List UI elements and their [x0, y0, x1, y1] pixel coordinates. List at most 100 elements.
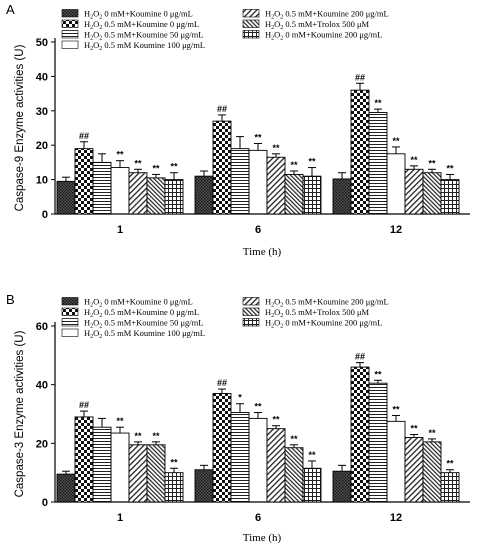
significance-mark: ** [410, 155, 418, 165]
bar [266, 156, 286, 215]
bar [302, 175, 322, 215]
y-tick-label: 0 [42, 209, 48, 221]
bar [422, 172, 442, 215]
bar [128, 444, 148, 503]
bar [248, 417, 268, 503]
bar [284, 447, 304, 503]
legend-label: H2O2 0.5 mM+Trolox 500 μM [265, 307, 370, 319]
significance-mark: ## [355, 72, 365, 82]
significance-mark: ** [290, 160, 298, 170]
significance-mark: ## [355, 352, 365, 362]
x-tick-label: 12 [390, 512, 402, 524]
significance-mark: ** [152, 431, 160, 441]
bar [110, 432, 130, 503]
bar [194, 469, 214, 503]
legend-label: H2O2 0.5 mM+Koumine 200 μg/mL [265, 9, 389, 21]
bar [164, 179, 184, 215]
bar [212, 393, 232, 503]
bar [230, 148, 250, 215]
significance-mark: ## [79, 131, 89, 141]
bar [92, 161, 112, 215]
x-tick-label: 12 [390, 224, 402, 236]
bar [332, 178, 352, 215]
significance-mark: ## [79, 400, 89, 410]
legend-swatch [61, 19, 79, 28]
x-tick-label: 1 [117, 224, 123, 236]
legend-swatch [61, 30, 79, 39]
bar [440, 179, 460, 215]
bar [230, 412, 250, 503]
bar [302, 467, 322, 503]
bar [92, 426, 112, 503]
legend-label: H2O2 0.5 mM+Koumine 200 μg/mL [265, 297, 389, 309]
significance-mark: ** [254, 132, 262, 142]
significance-mark: ** [272, 143, 280, 153]
bar [266, 428, 286, 503]
significance-mark: ** [272, 415, 280, 425]
y-tick-label: 40 [36, 71, 48, 83]
y-tick-label: 60 [36, 321, 48, 333]
y-tick-label: 20 [36, 140, 48, 152]
y-tick-label: 0 [42, 497, 48, 509]
legend-swatch [242, 9, 260, 18]
legend-swatch [242, 297, 260, 306]
bar [386, 420, 406, 503]
x-axis-label: Time (h) [243, 246, 282, 258]
bar [404, 437, 424, 503]
significance-mark: ** [134, 431, 142, 441]
bar [194, 175, 214, 215]
y-axis-label: Caspase-9 Enzyme activities (U) [14, 44, 26, 211]
significance-mark: ** [290, 434, 298, 444]
x-tick-label: 6 [255, 224, 261, 236]
significance-mark: * [238, 393, 242, 403]
bar [56, 180, 76, 215]
legend-swatch [61, 328, 79, 337]
significance-mark: ** [170, 457, 178, 467]
bar [74, 148, 94, 215]
y-tick-label: 50 [36, 37, 48, 49]
legend-label: H2O2 0.5 mM+Trolox 500 μM [265, 19, 370, 31]
significance-mark: ** [254, 402, 262, 412]
bar [440, 472, 460, 503]
legend-label: H2O2 0 mM+Koumine 0 μg/mL [84, 297, 193, 309]
y-tick-label: 30 [36, 106, 48, 118]
bar [146, 444, 166, 503]
bar [368, 112, 388, 215]
significance-mark: ## [217, 378, 227, 388]
significance-mark: ** [308, 450, 316, 460]
legend-swatch [61, 297, 79, 306]
bar [146, 177, 166, 215]
bar [368, 382, 388, 503]
y-tick-label: 20 [36, 438, 48, 450]
significance-mark: ** [374, 98, 382, 108]
significance-mark: ** [446, 459, 454, 469]
significance-mark: ** [392, 136, 400, 146]
legend-label: H2O2 0 mM+Koumine 200 μg/mL [265, 30, 382, 42]
legend-label: H2O2 0.5 mM+Koumine 0 μg/mL [84, 307, 199, 319]
significance-mark: ** [170, 162, 178, 172]
legend-swatch [242, 19, 260, 28]
bar [74, 416, 94, 503]
significance-mark: ** [428, 158, 436, 168]
bar [404, 168, 424, 215]
legend-label: H2O2 0.5 mM+Koumine 0 μg/mL [84, 19, 199, 31]
legend-label: H2O2 0.5 mM+Koumine 50 μg/mL [84, 318, 203, 330]
legend-label: H2O2 0.5 mM Koumine 100 μg/mL [84, 40, 205, 52]
legend-label: H2O2 0.5 mM+Koumine 50 μg/mL [84, 30, 203, 42]
bar [284, 173, 304, 215]
bar [128, 172, 148, 215]
x-tick-label: 6 [255, 512, 261, 524]
bar [248, 149, 268, 215]
bar [350, 89, 370, 215]
significance-mark: ** [152, 163, 160, 173]
legend-swatch [61, 307, 79, 316]
significance-mark: ** [392, 404, 400, 414]
legend-swatch [61, 9, 79, 18]
legend-swatch [61, 40, 79, 49]
bar [56, 473, 76, 503]
panel-label: B [6, 292, 15, 307]
y-axis-label: Caspase-3 Enzyme activities (U) [14, 330, 26, 497]
significance-mark: ** [374, 369, 382, 379]
